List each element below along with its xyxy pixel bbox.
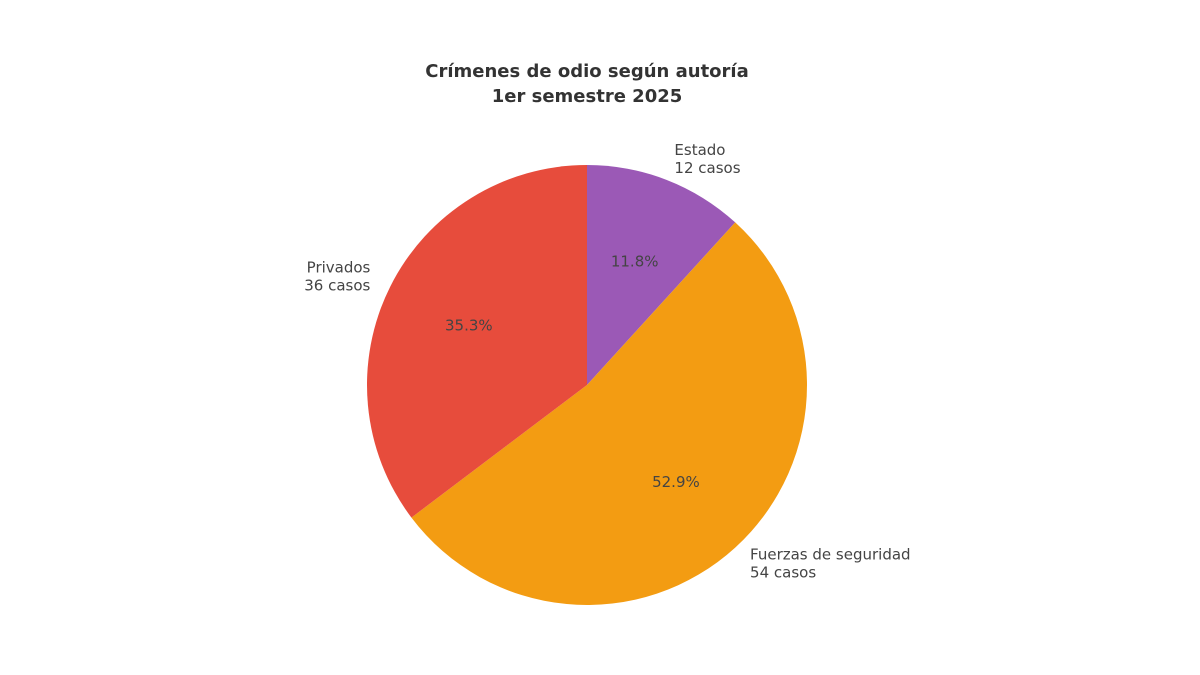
percent-label: 11.8% [611, 252, 659, 270]
slice-label: Estado [674, 141, 725, 159]
chart-subtitle: 1er semestre 2025 [492, 86, 683, 107]
slice-label: Fuerzas de seguridad [750, 545, 911, 563]
slice-label: Privados [307, 259, 371, 277]
value-label: 12 casos [674, 159, 740, 177]
chart-title: Crímenes de odio según autoría [425, 61, 748, 82]
value-label: 54 casos [750, 563, 816, 581]
pie-slice [411, 222, 808, 606]
value-label: 36 casos [304, 277, 370, 295]
pie-slice [587, 165, 736, 385]
pie-slice [367, 165, 587, 518]
percent-label: 52.9% [652, 473, 700, 491]
percent-label: 35.3% [445, 317, 493, 335]
